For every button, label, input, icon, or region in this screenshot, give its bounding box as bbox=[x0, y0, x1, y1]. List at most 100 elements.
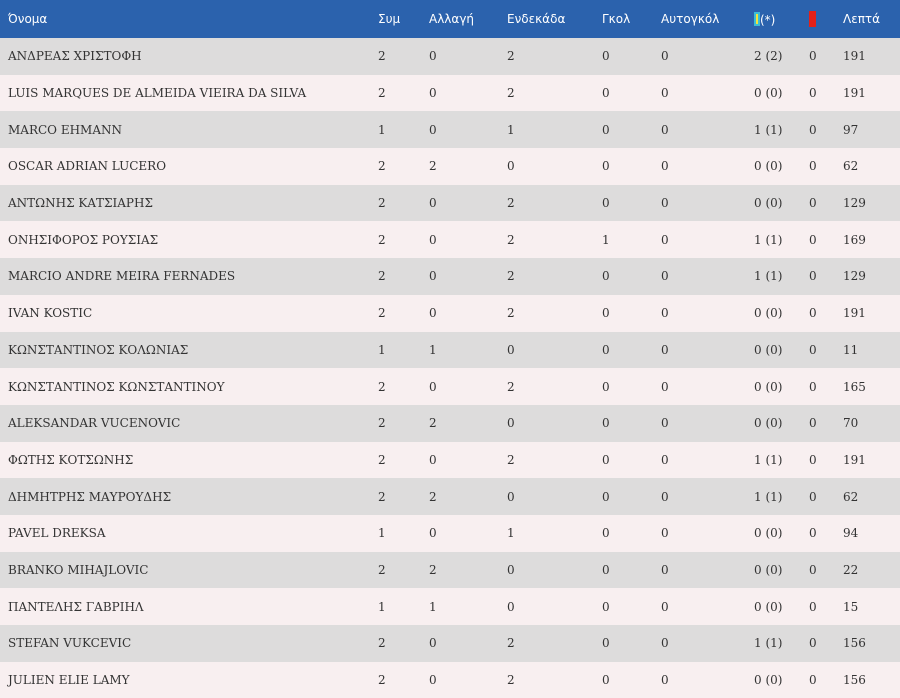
minutes-cell: 70 bbox=[843, 416, 859, 431]
player-name[interactable]: MARCO EHMANN bbox=[8, 122, 122, 137]
player-name[interactable]: ΠΑΝΤΕΛΗΣ ΓΑΒΡΙΗΛ bbox=[8, 599, 144, 614]
red-cards-cell: 0 bbox=[809, 86, 817, 101]
minutes-cell: 191 bbox=[843, 49, 866, 64]
own-goals-cell: 0 bbox=[661, 159, 669, 174]
yellow-cards-cell: 0 (0) bbox=[754, 673, 783, 688]
header-minutes[interactable]: Λεπτά bbox=[843, 12, 881, 26]
lineups-cell: 2 bbox=[507, 452, 515, 467]
player-name[interactable]: STEFAN VUKCEVIC bbox=[8, 636, 132, 651]
player-name[interactable]: IVAN KOSTIC bbox=[8, 306, 93, 321]
header-lineups[interactable]: Ενδεκάδα bbox=[507, 12, 566, 26]
red-cards-cell: 0 bbox=[809, 636, 817, 651]
player-name[interactable]: LUIS MARQUES DE ALMEIDA VIEIRA DA SILVA bbox=[8, 86, 307, 101]
subs-cell: 0 bbox=[429, 636, 437, 651]
header-own-goals[interactable]: Αυτογκόλ bbox=[661, 12, 720, 26]
red-cards-cell: 0 bbox=[809, 122, 817, 137]
header-red-cards[interactable] bbox=[809, 0, 843, 38]
yellow-cards-cell: 2 (2) bbox=[754, 49, 783, 64]
goals-cell: 0 bbox=[602, 49, 610, 64]
apps-cell: 2 bbox=[378, 159, 386, 174]
player-name[interactable]: ΔΗΜΗΤΡΗΣ ΜΑΥΡΟΥΔΗΣ bbox=[8, 489, 172, 504]
red-cards-cell: 0 bbox=[809, 196, 817, 211]
subs-cell: 2 bbox=[429, 159, 437, 174]
table-row: ΑΝΔΡΕΑΣ ΧΡΙΣΤΟΦΗ 2 0 2 0 0 2 (2) 0 191 bbox=[0, 38, 900, 75]
own-goals-cell: 0 bbox=[661, 196, 669, 211]
minutes-cell: 156 bbox=[843, 636, 866, 651]
table-row: ΑΝΤΩΝΗΣ ΚΑΤΣΙΑΡΗΣ 2 0 2 0 0 0 (0) 0 129 bbox=[0, 184, 900, 222]
own-goals-cell: 0 bbox=[661, 562, 669, 577]
table-row: PAVEL DREKSA 1 0 1 0 0 0 (0) 0 94 bbox=[0, 514, 900, 552]
own-goals-cell: 0 bbox=[661, 673, 669, 688]
goals-cell: 1 bbox=[602, 232, 610, 247]
apps-cell: 2 bbox=[378, 196, 386, 211]
player-name[interactable]: ΑΝΤΩΝΗΣ ΚΑΤΣΙΑΡΗΣ bbox=[8, 196, 153, 211]
subs-cell: 0 bbox=[429, 196, 437, 211]
goals-cell: 0 bbox=[602, 562, 610, 577]
table-row: ΚΩΝΣΤΑΝΤΙΝΟΣ ΚΩΝΣΤΑΝΤΙΝΟΥ 2 0 2 0 0 0 (0) 0 165 bbox=[0, 368, 900, 405]
player-name[interactable]: BRANKO MIHAJLOVIC bbox=[8, 562, 149, 577]
player-name[interactable]: OSCAR ADRIAN LUCERO bbox=[8, 159, 167, 174]
table-row: ΚΩΝΣΤΑΝΤΙΝΟΣ ΚΟΛΩΝΙΑΣ 1 1 0 0 0 0 (0) 0 11 bbox=[0, 331, 900, 369]
red-cards-cell: 0 bbox=[809, 526, 817, 541]
yellow-cards-cell: 0 (0) bbox=[754, 599, 783, 614]
header-yellow-suffix: (*) bbox=[760, 12, 776, 27]
player-name[interactable]: JULIEN ELIE LAMY bbox=[8, 673, 130, 688]
subs-cell: 0 bbox=[429, 673, 437, 688]
red-card-icon bbox=[809, 11, 816, 27]
player-name[interactable]: ΚΩΝΣΤΑΝΤΙΝΟΣ ΚΩΝΣΤΑΝΤΙΝΟΥ bbox=[8, 379, 225, 394]
goals-cell: 0 bbox=[602, 306, 610, 321]
red-cards-cell: 0 bbox=[809, 159, 817, 174]
yellow-cards-cell: 1 (1) bbox=[754, 269, 783, 284]
table-row: ΟΝΗΣΙΦΟΡΟΣ ΡΟΥΣΙΑΣ 2 0 2 1 0 1 (1) 0 169 bbox=[0, 221, 900, 259]
apps-cell: 1 bbox=[378, 342, 386, 357]
player-name[interactable]: MARCIO ANDRE MEIRA FERNADES bbox=[8, 269, 236, 284]
goals-cell: 0 bbox=[602, 342, 610, 357]
player-name[interactable]: ΟΝΗΣΙΦΟΡΟΣ ΡΟΥΣΙΑΣ bbox=[8, 232, 159, 247]
subs-cell: 0 bbox=[429, 526, 437, 541]
lineups-cell: 2 bbox=[507, 86, 515, 101]
subs-cell: 0 bbox=[429, 306, 437, 321]
player-name[interactable]: ΦΩΤΗΣ ΚΟΤΣΩΝΗΣ bbox=[8, 452, 134, 467]
apps-cell: 2 bbox=[378, 562, 386, 577]
own-goals-cell: 0 bbox=[661, 452, 669, 467]
yellow-card-icon bbox=[754, 11, 760, 26]
subs-cell: 1 bbox=[429, 599, 437, 614]
lineups-cell: 2 bbox=[507, 196, 515, 211]
subs-cell: 0 bbox=[429, 122, 437, 137]
player-name[interactable]: ΑΝΔΡΕΑΣ ΧΡΙΣΤΟΦΗ bbox=[8, 49, 142, 64]
goals-cell: 0 bbox=[602, 673, 610, 688]
table-row: ΦΩΤΗΣ ΚΟΤΣΩΝΗΣ 2 0 2 0 0 1 (1) 0 191 bbox=[0, 441, 900, 479]
apps-cell: 2 bbox=[378, 452, 386, 467]
lineups-cell: 1 bbox=[507, 526, 515, 541]
header-goals[interactable]: Γκολ bbox=[602, 12, 631, 26]
header-subs[interactable]: Αλλαγή bbox=[429, 12, 475, 26]
player-name[interactable]: ΚΩΝΣΤΑΝΤΙΝΟΣ ΚΟΛΩΝΙΑΣ bbox=[8, 342, 189, 357]
table-row: ΔΗΜΗΤΡΗΣ ΜΑΥΡΟΥΔΗΣ 2 2 0 0 0 1 (1) 0 62 bbox=[0, 478, 900, 515]
yellow-cards-cell: 0 (0) bbox=[754, 526, 783, 541]
lineups-cell: 0 bbox=[507, 489, 515, 504]
minutes-cell: 15 bbox=[843, 599, 859, 614]
table-header-row: Όνομα Συμ Αλλαγή Ενδεκάδα Γκολ Αυτογκόλ … bbox=[0, 0, 900, 38]
table-row: JULIEN ELIE LAMY 2 0 2 0 0 0 (0) 0 156 bbox=[0, 661, 900, 698]
header-yellow-cards[interactable]: (*) bbox=[754, 0, 809, 38]
subs-cell: 0 bbox=[429, 269, 437, 284]
apps-cell: 1 bbox=[378, 526, 386, 541]
yellow-cards-cell: 0 (0) bbox=[754, 196, 783, 211]
own-goals-cell: 0 bbox=[661, 306, 669, 321]
minutes-cell: 62 bbox=[843, 489, 859, 504]
red-cards-cell: 0 bbox=[809, 562, 817, 577]
own-goals-cell: 0 bbox=[661, 232, 669, 247]
header-apps[interactable]: Συμ bbox=[378, 12, 401, 26]
player-name[interactable]: PAVEL DREKSA bbox=[8, 526, 106, 541]
goals-cell: 0 bbox=[602, 416, 610, 431]
red-cards-cell: 0 bbox=[809, 306, 817, 321]
header-name[interactable]: Όνομα bbox=[8, 12, 48, 26]
table-row: ALEKSANDAR VUCENOVIC 2 2 0 0 0 0 (0) 0 70 bbox=[0, 404, 900, 442]
lineups-cell: 2 bbox=[507, 636, 515, 651]
yellow-cards-cell: 1 (1) bbox=[754, 232, 783, 247]
lineups-cell: 1 bbox=[507, 122, 515, 137]
apps-cell: 2 bbox=[378, 269, 386, 284]
player-name[interactable]: ALEKSANDAR VUCENOVIC bbox=[8, 416, 181, 431]
minutes-cell: 129 bbox=[843, 269, 866, 284]
